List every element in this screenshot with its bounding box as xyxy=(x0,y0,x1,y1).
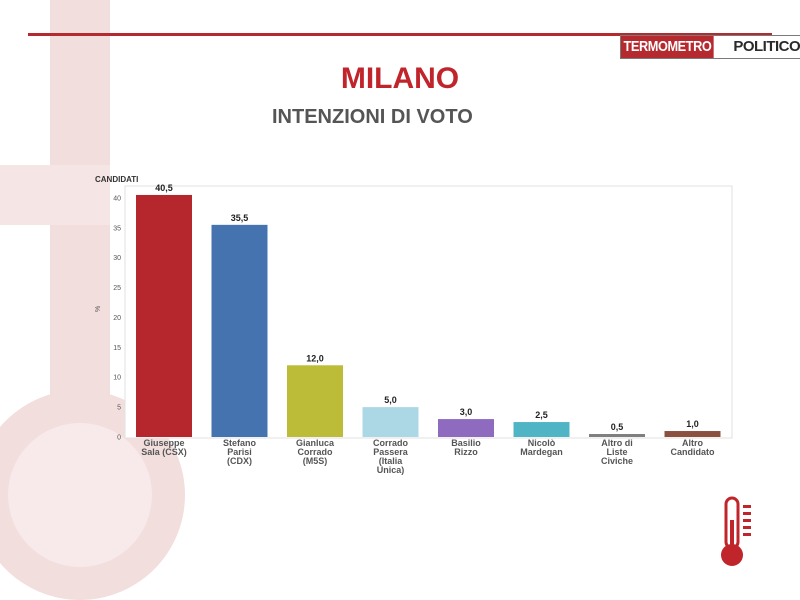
y-tick-label: 20 xyxy=(113,315,121,322)
category-label: Giuseppe Sala (CSX) xyxy=(141,438,187,457)
category-label: Corrado Passera (Italia Unica) xyxy=(373,438,409,475)
bar xyxy=(136,194,192,437)
category-label: Gianluca Corrado (M5S) xyxy=(296,438,335,466)
category-label: Nicolò Mardegan xyxy=(520,438,563,457)
logo-right-text: POLITICO xyxy=(730,36,800,58)
category-label: Altro di Liste Civiche xyxy=(601,438,633,466)
y-tick-label: 25 xyxy=(113,285,121,292)
y-tick-label: 40 xyxy=(113,195,121,202)
bar-value-label: 2,5 xyxy=(535,410,548,420)
bar-value-label: 40,5 xyxy=(155,183,173,193)
y-axis-title: % xyxy=(95,306,102,312)
bar-value-label: 3,0 xyxy=(460,407,473,417)
category-label: Basilio Rizzo xyxy=(451,438,481,457)
y-tick-label: 15 xyxy=(113,345,121,352)
bar xyxy=(362,407,419,437)
page-title: MILANO xyxy=(340,62,460,95)
bar xyxy=(438,419,494,437)
bar-value-label: 1,0 xyxy=(686,419,699,429)
category-labels-group: Giuseppe Sala (CSX) Stefano Parisi (CDX) Gian… xyxy=(141,438,715,475)
thermometer-tick xyxy=(743,505,751,508)
bar-value-label: 0,5 xyxy=(611,422,624,432)
y-tick-label: 0 xyxy=(117,435,121,442)
brand-logo: TERMOMETRO POLITICO xyxy=(620,35,800,59)
bar xyxy=(211,224,268,437)
bar-value-label: 35,5 xyxy=(231,213,249,223)
deco-bulb-inner xyxy=(8,423,152,567)
thermometer-icon xyxy=(721,496,751,566)
bar xyxy=(287,365,343,437)
thermometer-tick xyxy=(743,533,751,536)
thermometer-tick xyxy=(743,519,751,522)
thermometer-fill xyxy=(730,520,734,550)
thermometer-tick xyxy=(743,526,751,529)
y-tick-label: 30 xyxy=(113,255,121,262)
value-labels-group: 40,5 35,5 12,0 5,0 3,0 2,5 0,5 1,0 xyxy=(155,183,699,432)
category-label: Altro Candidato xyxy=(671,438,716,457)
category-label: Stefano Parisi (CDX) xyxy=(223,438,257,466)
page-subtitle: INTENZIONI DI VOTO xyxy=(272,106,473,128)
y-tick-label: 35 xyxy=(113,225,121,232)
bar xyxy=(664,431,721,437)
logo-left-text: TERMOMETRO xyxy=(621,36,714,58)
bars-group xyxy=(136,194,721,437)
thermometer-bulb xyxy=(721,544,743,566)
bar xyxy=(589,434,645,437)
bar-value-label: 5,0 xyxy=(384,395,397,405)
deco-horizontal-band xyxy=(0,165,110,225)
y-tick-label: 5 xyxy=(117,405,121,412)
y-axis-ticks: 0 5 10 15 20 25 30 35 40 xyxy=(113,195,121,441)
top-rule xyxy=(28,33,772,36)
y-tick-label: 10 xyxy=(113,375,121,382)
bar-value-label: 12,0 xyxy=(306,353,324,363)
x-axis-title: CANDIDATI xyxy=(95,175,138,184)
bar xyxy=(513,422,570,437)
thermometer-tick xyxy=(743,512,751,515)
